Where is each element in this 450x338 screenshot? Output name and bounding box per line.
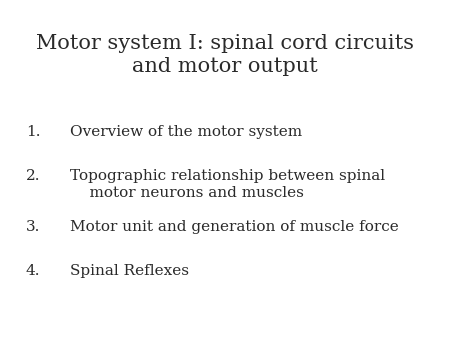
Text: Overview of the motor system: Overview of the motor system [70,125,302,139]
Text: Motor system I: spinal cord circuits
and motor output: Motor system I: spinal cord circuits and… [36,34,414,76]
Text: Topographic relationship between spinal
    motor neurons and muscles: Topographic relationship between spinal … [70,169,385,200]
Text: 4.: 4. [26,264,40,277]
Text: 1.: 1. [26,125,40,139]
Text: Motor unit and generation of muscle force: Motor unit and generation of muscle forc… [70,220,399,234]
Text: Spinal Reflexes: Spinal Reflexes [70,264,189,277]
Text: 3.: 3. [26,220,40,234]
Text: 2.: 2. [26,169,40,183]
